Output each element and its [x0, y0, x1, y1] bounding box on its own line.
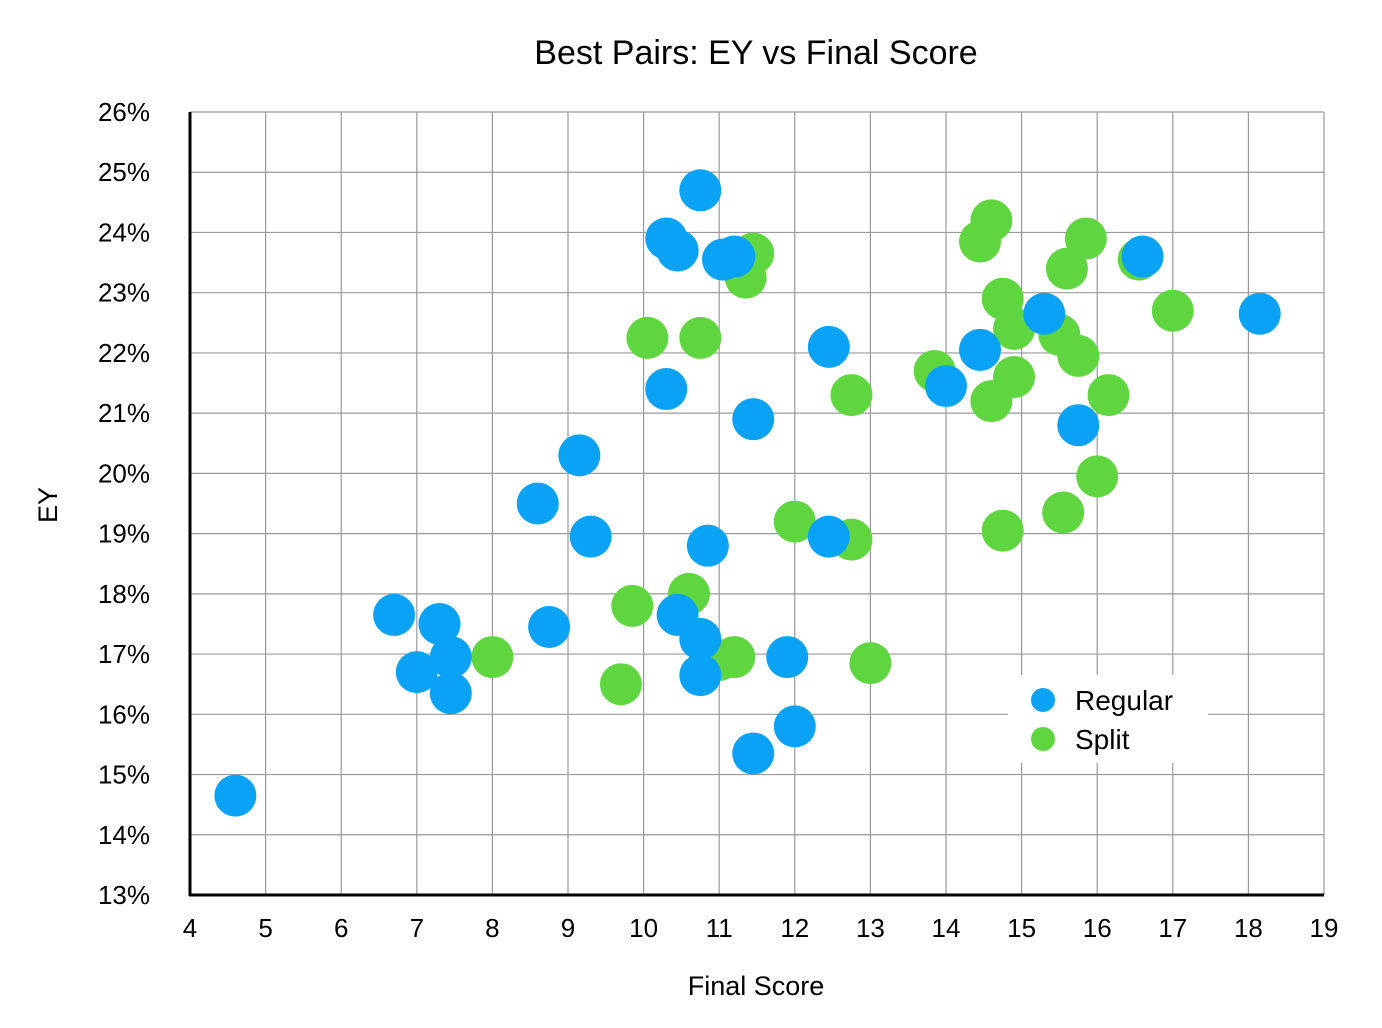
point-regular	[807, 325, 850, 368]
x-tick-label: 15	[1007, 913, 1036, 943]
x-tick-label: 14	[932, 913, 961, 943]
y-tick-label: 19%	[98, 519, 150, 549]
plot-axes	[188, 112, 1324, 897]
x-tick-label: 12	[780, 913, 809, 943]
point-regular	[1121, 235, 1164, 278]
point-split	[1064, 217, 1107, 260]
legend-marker-split	[1031, 727, 1055, 751]
y-tick-label: 14%	[98, 820, 150, 850]
y-tick-label: 25%	[98, 157, 150, 187]
point-regular	[959, 328, 1002, 371]
x-tick-label: 13	[856, 913, 885, 943]
point-regular	[395, 651, 438, 694]
x-tick-label: 19	[1310, 913, 1339, 943]
legend-label-split: Split	[1075, 724, 1130, 755]
y-tick-label: 13%	[98, 880, 150, 910]
grid-lines	[189, 111, 1325, 896]
point-split	[981, 509, 1024, 552]
x-tick-label: 10	[629, 913, 658, 943]
x-axis-label: Final Score	[688, 971, 825, 1001]
point-regular	[429, 672, 472, 715]
point-split	[679, 316, 722, 359]
point-regular	[773, 705, 816, 748]
x-tick-label: 11	[706, 913, 733, 943]
data-points	[214, 169, 1281, 817]
point-regular	[214, 774, 257, 817]
point-regular	[656, 229, 699, 272]
point-regular	[732, 732, 775, 775]
point-regular	[528, 605, 571, 648]
x-axis-ticks: 4 5 6 7 8 9 10 11 12 13 14 15 16 17 18 19	[183, 913, 1339, 943]
point-split	[970, 380, 1013, 423]
point-regular	[569, 515, 612, 558]
point-split	[1151, 289, 1194, 332]
y-axis-ticks: 13% 14% 15% 16% 17% 18% 19% 20% 21% 22% 23% 24% 25% 2…	[98, 97, 150, 910]
point-split	[959, 220, 1002, 263]
legend-marker-regular	[1031, 688, 1055, 712]
y-tick-label: 20%	[98, 458, 150, 488]
x-tick-label: 5	[258, 913, 272, 943]
point-split	[713, 636, 756, 679]
point-regular	[925, 365, 967, 408]
point-regular	[373, 593, 416, 636]
point-regular	[429, 636, 472, 679]
point-regular	[1238, 292, 1281, 335]
point-regular	[686, 524, 729, 567]
point-split	[830, 374, 873, 417]
point-regular	[679, 618, 722, 661]
point-split	[1087, 374, 1130, 417]
y-tick-label: 17%	[98, 639, 150, 669]
y-tick-label: 16%	[98, 699, 150, 729]
x-tick-label: 17	[1158, 913, 1187, 943]
point-regular	[713, 235, 756, 278]
x-tick-label: 16	[1083, 913, 1112, 943]
point-split	[599, 663, 642, 706]
point-regular	[645, 368, 688, 411]
point-regular	[1023, 292, 1066, 335]
y-tick-label: 26%	[98, 97, 150, 127]
point-split	[1045, 247, 1088, 290]
point-regular	[558, 434, 601, 477]
point-regular	[732, 398, 775, 441]
x-tick-label: 6	[334, 913, 348, 943]
x-tick-label: 4	[183, 913, 197, 943]
y-tick-label: 15%	[98, 760, 150, 790]
point-split	[1042, 491, 1085, 534]
point-regular	[1057, 404, 1100, 447]
legend-label-regular: Regular	[1075, 685, 1173, 716]
point-split	[1057, 334, 1100, 377]
x-tick-label: 18	[1234, 913, 1263, 943]
point-split	[1076, 455, 1119, 498]
y-axis-label: EY	[33, 487, 63, 523]
y-tick-label: 18%	[98, 579, 150, 609]
point-split	[471, 636, 514, 679]
point-split	[626, 316, 669, 359]
point-regular	[679, 654, 722, 697]
point-regular	[807, 515, 850, 558]
point-regular	[418, 602, 461, 645]
point-regular	[766, 636, 809, 679]
point-regular	[679, 169, 722, 212]
chart-title: Best Pairs: EY vs Final Score	[534, 34, 977, 72]
x-tick-label: 7	[410, 913, 424, 943]
point-split	[849, 642, 892, 685]
y-tick-label: 24%	[98, 217, 150, 247]
point-regular	[516, 482, 559, 525]
y-tick-label: 22%	[98, 338, 150, 368]
x-tick-label: 9	[561, 913, 575, 943]
point-split	[611, 584, 654, 627]
y-tick-label: 23%	[98, 278, 150, 308]
legend: Regular Split	[1008, 675, 1208, 763]
x-tick-label: 8	[485, 913, 499, 943]
point-split	[773, 500, 816, 543]
y-tick-label: 21%	[98, 398, 150, 428]
